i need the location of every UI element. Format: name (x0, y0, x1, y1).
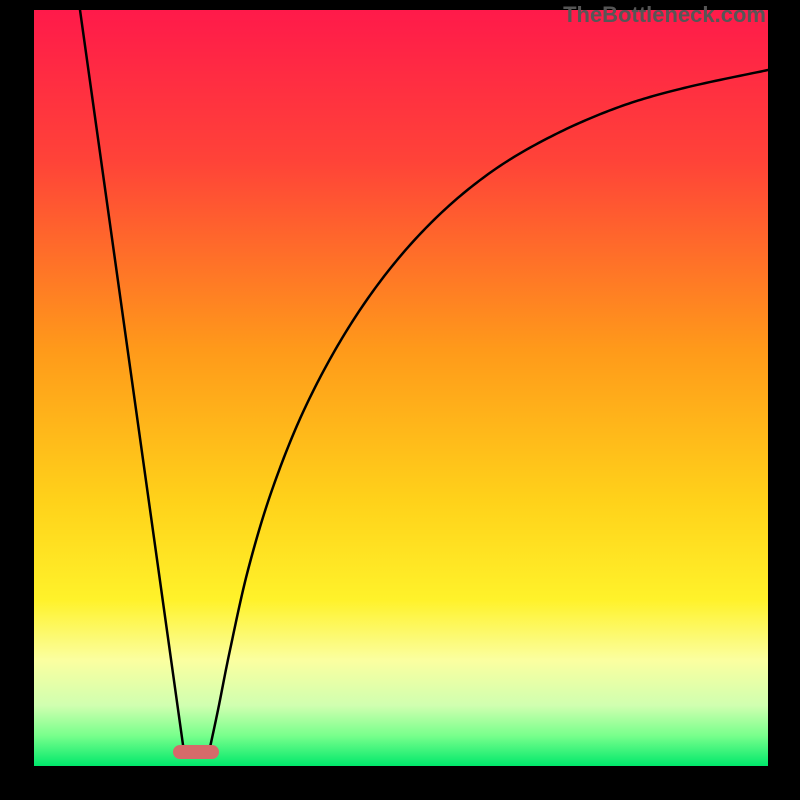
chart-container: TheBottleneck.com (0, 0, 800, 800)
plot-area (34, 10, 768, 766)
bottleneck-marker (173, 745, 219, 759)
curve-layer (34, 10, 768, 766)
watermark-text: TheBottleneck.com (563, 2, 766, 28)
